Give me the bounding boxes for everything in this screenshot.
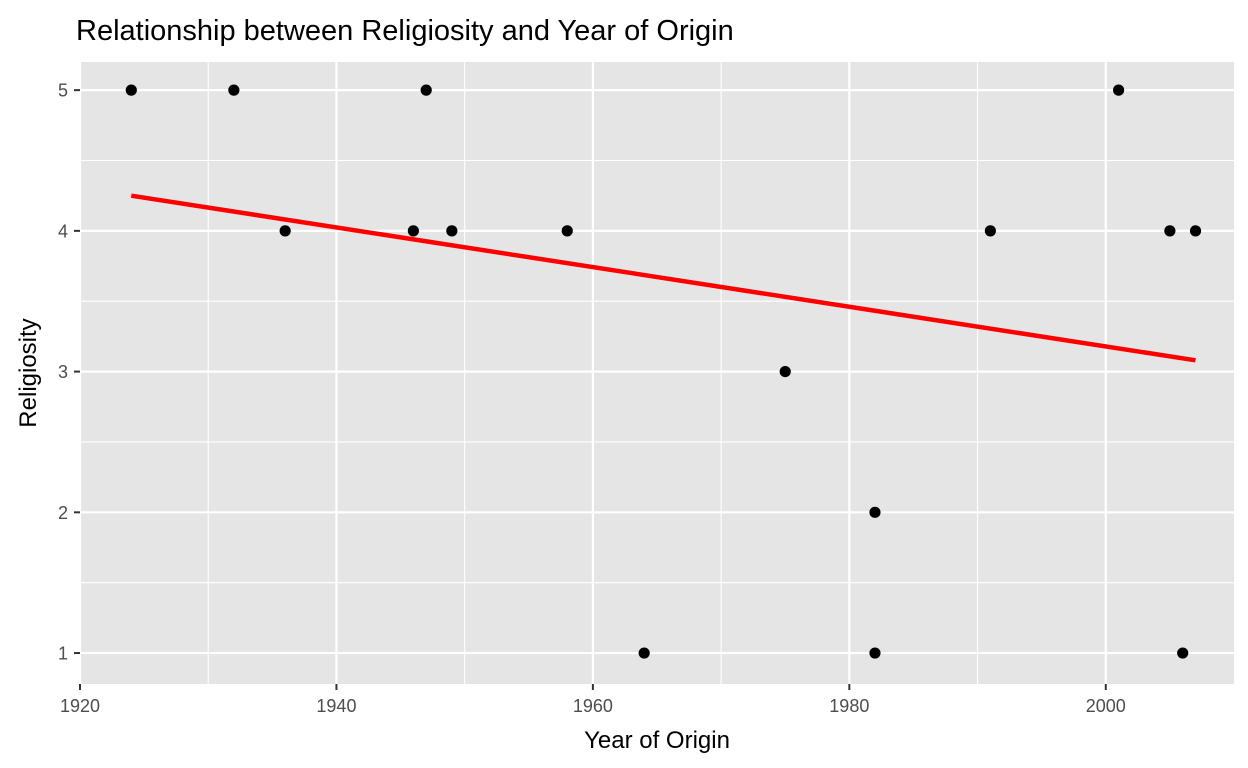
y-tick-label: 3	[58, 362, 68, 382]
data-point	[125, 84, 137, 96]
data-point	[279, 225, 291, 237]
y-tick-label: 5	[58, 81, 68, 101]
data-point	[869, 647, 881, 659]
data-point	[779, 365, 791, 378]
data-point	[561, 225, 573, 237]
data-points	[125, 84, 1202, 659]
major-gridlines	[78, 62, 1234, 684]
x-axis-label: Year of Origin	[584, 727, 730, 754]
x-tick-label: 2000	[1086, 696, 1126, 716]
y-axis-label: Religiosity	[15, 318, 42, 427]
x-tick-label: 1960	[573, 696, 613, 716]
minor-gridlines	[80, 62, 1234, 684]
trend-line	[130, 193, 1196, 363]
data-point	[1189, 225, 1202, 237]
data-point	[446, 225, 458, 237]
data-point	[228, 84, 240, 96]
y-tick-label: 1	[58, 644, 68, 664]
x-tick-label: 1940	[316, 696, 356, 716]
data-point	[984, 225, 996, 237]
y-axis-ticks: 1 2 3 4 5	[58, 81, 80, 664]
data-point	[407, 225, 419, 237]
plot-panel	[80, 62, 1234, 684]
data-point	[420, 84, 432, 96]
data-point	[1113, 84, 1125, 96]
data-point	[1164, 225, 1176, 237]
y-tick-label: 2	[58, 503, 68, 523]
chart-title: Relationship between Religiosity and Yea…	[76, 15, 734, 47]
data-point	[638, 647, 650, 659]
x-tick-label: 1920	[60, 696, 100, 716]
data-point	[1177, 647, 1189, 659]
x-tick-label: 1980	[829, 696, 869, 716]
data-point	[869, 506, 881, 518]
x-axis-ticks: 1920 1940 1960 1980 2000	[60, 684, 1126, 716]
y-tick-label: 4	[58, 221, 68, 241]
